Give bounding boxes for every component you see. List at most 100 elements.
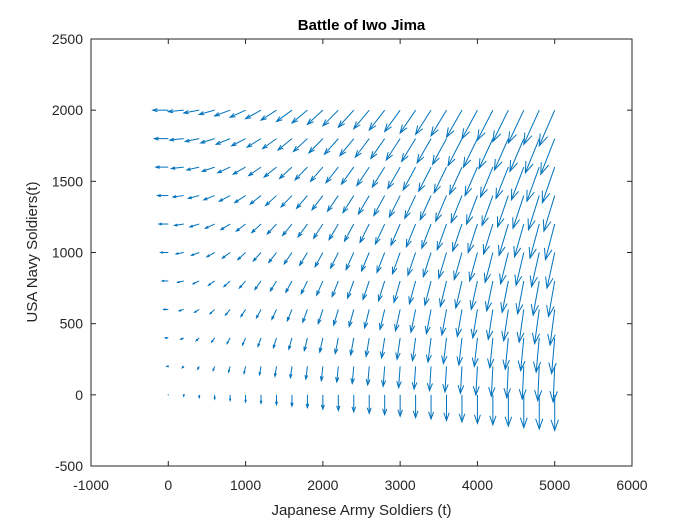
arrow <box>501 309 509 343</box>
arrow <box>499 252 509 286</box>
chart-title: Battle of Iwo Jima <box>298 17 426 34</box>
arrow <box>200 166 215 172</box>
arrow <box>185 166 200 171</box>
arrow <box>338 138 355 157</box>
y-tick-label: 500 <box>60 316 84 332</box>
arrow <box>314 252 324 269</box>
arrow <box>359 223 370 244</box>
arrow <box>467 223 478 254</box>
arrow <box>352 109 370 130</box>
arrow <box>262 166 277 179</box>
arrow <box>204 223 215 229</box>
arrow <box>360 252 370 273</box>
arrow <box>198 394 201 400</box>
arrow <box>280 195 293 209</box>
arrow <box>448 166 463 196</box>
arrow <box>347 280 355 300</box>
y-tick-label: 2500 <box>52 31 83 47</box>
arrow <box>363 309 370 330</box>
arrow <box>307 138 324 154</box>
arrow <box>208 309 215 315</box>
arrow <box>207 280 215 287</box>
arrow <box>549 366 558 404</box>
arrow <box>157 222 169 226</box>
arrow <box>365 366 371 387</box>
arrow <box>212 366 216 373</box>
arrow <box>469 280 478 311</box>
arrow <box>388 195 401 219</box>
arrow <box>453 252 463 281</box>
arrow <box>240 309 246 318</box>
arrow <box>304 366 309 381</box>
arrow <box>419 195 432 222</box>
arrow <box>259 109 277 121</box>
arrow <box>172 223 184 227</box>
arrow <box>257 337 262 348</box>
arrow <box>437 252 447 280</box>
arrow <box>421 223 432 250</box>
arrow <box>154 165 169 169</box>
arrow <box>483 252 494 284</box>
arrow <box>160 279 169 283</box>
arrow <box>230 138 246 147</box>
arrow <box>303 337 308 353</box>
arrow <box>492 109 509 143</box>
arrow <box>166 109 184 114</box>
arrow <box>418 166 432 193</box>
arrow <box>354 138 370 159</box>
arrow <box>169 166 184 170</box>
arrow <box>528 223 540 260</box>
arrow <box>517 337 526 373</box>
arrow <box>456 337 464 367</box>
arrow <box>390 223 401 247</box>
arrow <box>298 252 308 267</box>
arrow <box>252 252 262 263</box>
arrow <box>393 280 401 304</box>
arrow <box>190 252 200 256</box>
arrow <box>224 309 231 317</box>
x-tick-label: 2000 <box>307 477 338 493</box>
x-tick-label: 0 <box>164 477 172 493</box>
arrow <box>457 366 465 395</box>
arrow <box>548 337 557 375</box>
arrow <box>433 166 447 195</box>
arrow <box>531 309 541 346</box>
axis-ticks: -1000 0 1000 2000 3000 4000 5000 6000 -500 0 500 10… <box>52 31 648 493</box>
arrow <box>518 366 527 401</box>
arrow <box>182 109 200 115</box>
arrow <box>151 108 169 113</box>
arrow <box>445 109 463 139</box>
arrow <box>295 195 308 210</box>
arrow <box>366 394 372 415</box>
arrow <box>193 309 200 314</box>
arrow <box>255 309 262 320</box>
arrow <box>202 195 215 201</box>
arrow <box>345 252 355 271</box>
arrow <box>196 366 200 371</box>
arrow <box>412 394 419 420</box>
arrow <box>478 138 494 170</box>
arrow <box>430 109 447 138</box>
arrow <box>368 109 386 132</box>
arrow <box>425 337 432 364</box>
arrow <box>288 337 293 351</box>
arrow <box>482 223 494 256</box>
arrow <box>348 309 355 328</box>
arrow <box>305 394 310 410</box>
arrow <box>546 280 556 319</box>
arrow <box>471 337 479 368</box>
arrow <box>326 195 339 213</box>
arrow <box>542 195 556 233</box>
y-tick-label: 1500 <box>52 173 83 189</box>
arrow <box>188 223 200 228</box>
arrow <box>351 394 357 414</box>
y-tick-label: 0 <box>75 387 83 403</box>
arrow <box>405 223 417 249</box>
arrow <box>236 252 246 261</box>
arrow <box>181 365 185 369</box>
arrow <box>356 166 370 187</box>
arrow <box>332 309 339 327</box>
arrow <box>194 337 200 342</box>
arrow <box>227 366 231 374</box>
x-tick-label: 3000 <box>385 477 416 493</box>
